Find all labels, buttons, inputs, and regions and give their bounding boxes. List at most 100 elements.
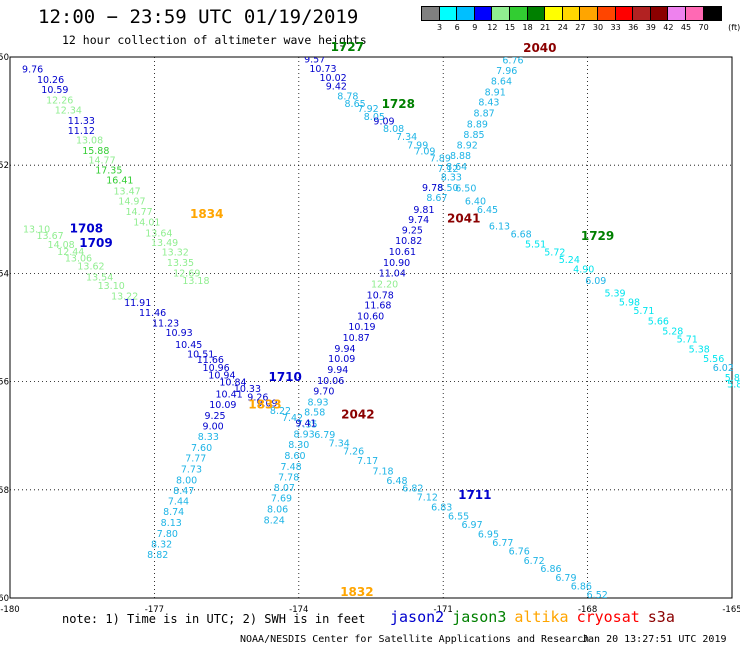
pass-label: 1710 (268, 370, 301, 384)
y-tick-label: -56 (0, 378, 9, 388)
wave-height-value: 7.26 (343, 447, 364, 458)
wave-height-value: 9.09 (373, 117, 394, 128)
wave-height-value: 14.01 (133, 217, 160, 228)
wave-height-value: 6.68 (511, 230, 532, 241)
pass-label: 1833 (248, 398, 281, 412)
wave-height-value: 5.71 (633, 306, 654, 317)
wave-height-value: 7.12 (437, 164, 458, 175)
wave-height-value: 9.04 (299, 44, 320, 55)
wave-height-value: 8.89 (467, 119, 488, 130)
wave-height-value: 5.51 (525, 239, 546, 250)
wave-height-value: 7.60 (191, 443, 212, 454)
wave-height-value: 5.98 (619, 297, 640, 308)
wave-height-value: 6.72 (524, 556, 545, 567)
wave-height-value: 12.44 (57, 247, 84, 258)
wave-height-value: 6.48 (386, 476, 407, 487)
wave-height-value: 8.24 (264, 515, 285, 526)
wave-height-value: 7.17 (357, 456, 378, 467)
wave-height-value: 8.32 (151, 540, 172, 551)
wave-height-value: 7.73 (181, 464, 202, 475)
wave-height-value: 9.09 (256, 398, 277, 409)
wave-height-value: 6.02 (713, 363, 734, 374)
color-swatch (668, 7, 686, 20)
wave-height-value: 7.92 (358, 104, 379, 115)
wave-height-value: 10.19 (348, 322, 375, 333)
color-scale-label: 3 (437, 23, 443, 32)
wave-height-value: 7.69 (271, 494, 292, 505)
color-scale-label: 42 (663, 23, 674, 32)
wave-height-value: 6.97 (461, 520, 482, 531)
wave-height-value: 5.28 (662, 327, 683, 338)
legend-jason2: jason2 (390, 608, 445, 626)
wave-height-value: 10.41 (216, 389, 243, 400)
wave-height-value: 7.12 (417, 493, 438, 504)
wave-height-values: 9.049.5710.7310.029.428.788.657.928.059.… (22, 44, 740, 601)
wave-height-value: 9.94 (334, 344, 355, 355)
wave-height-value: 8.88 (450, 151, 471, 162)
wave-height-value: 8.91 (485, 87, 506, 98)
wave-height-value: 15.88 (82, 146, 109, 157)
color-scale-unit: (ft) (728, 23, 740, 32)
wave-height-value: 13.67 (36, 231, 63, 242)
color-scale-label: 45 (680, 23, 692, 32)
wave-height-value: 6.77 (492, 538, 513, 549)
color-scale-labels: 3 6 9 12 15 18 21 24 27 30 33 36 39 42 45 70 (ft) (421, 23, 740, 35)
pass-label: 1728 (382, 97, 415, 111)
wave-height-value: 10.26 (37, 75, 64, 86)
wave-height-value: 9.25 (204, 411, 225, 422)
wave-height-value: 6.95 (478, 529, 499, 540)
wave-height-value: 11.12 (68, 126, 95, 137)
wave-height-value: 9.70 (313, 387, 334, 398)
wave-height-value: 8.64 (446, 162, 467, 173)
color-swatch (474, 7, 493, 20)
wave-height-value: 8.78 (337, 92, 358, 103)
legend-cryosat: cryosat (576, 608, 640, 626)
wave-height-value: 6.52 (587, 590, 608, 601)
y-tick-label: -60 (0, 594, 9, 604)
color-scale-label: 21 (540, 23, 551, 32)
wave-height-value: 7.77 (185, 454, 206, 465)
x-tick-label: -177 (145, 605, 164, 615)
wave-height-value: 5.86 (727, 380, 740, 391)
wave-height-value: 8.67 (426, 193, 447, 204)
wave-height-value: 10.94 (208, 370, 235, 381)
wave-height-value: 6.45 (477, 205, 498, 216)
wave-height-value: 8.60 (284, 451, 305, 462)
wave-height-value: 7.96 (496, 66, 517, 77)
x-tick-label: -171 (434, 605, 453, 615)
timestamp-text: Jan 20 13:27:51 UTC 2019 (582, 634, 727, 645)
wave-height-value: 8.58 (304, 408, 325, 419)
wave-height-value: 12.34 (55, 105, 82, 116)
color-swatch (527, 7, 546, 20)
wave-height-value: 13.18 (182, 276, 209, 287)
color-swatch (457, 7, 475, 20)
color-scale-label: 27 (575, 23, 586, 32)
wave-height-value: 11.33 (68, 116, 95, 127)
wave-height-value: 13.62 (77, 262, 104, 273)
wave-height-value: 6.76 (509, 547, 530, 558)
wave-height-value: 8.00 (176, 475, 197, 486)
wave-height-value: 6.09 (585, 276, 606, 287)
wave-height-value: 6.13 (489, 222, 510, 233)
wave-height-value: 14.97 (118, 197, 145, 208)
wave-height-value: 10.90 (383, 258, 410, 269)
pass-label: 1708 (70, 221, 103, 235)
wave-height-value: 13.10 (23, 224, 50, 235)
wave-height-value: 8.08 (383, 124, 404, 135)
wave-height-value: 11.91 (124, 298, 151, 309)
pass-label: 1727 (331, 40, 364, 54)
wave-height-value: 7.18 (372, 467, 393, 478)
y-tick-label: -54 (0, 269, 9, 279)
wave-height-value: 10.73 (309, 64, 336, 75)
wave-height-value: 8.06 (267, 505, 288, 516)
color-scale-label: 12 (487, 23, 498, 32)
wave-height-value: 12.69 (173, 269, 200, 280)
color-swatch (685, 7, 704, 20)
wave-height-value: 8.07 (274, 483, 295, 494)
wave-height-value: 9.25 (402, 225, 423, 236)
wave-height-value: 9.57 (304, 54, 325, 65)
pass-label: 2041 (447, 212, 480, 226)
wave-height-value: 9.26 (247, 393, 268, 404)
wave-height-value: 9.78 (422, 183, 443, 194)
wave-height-value: 14.08 (48, 240, 75, 251)
